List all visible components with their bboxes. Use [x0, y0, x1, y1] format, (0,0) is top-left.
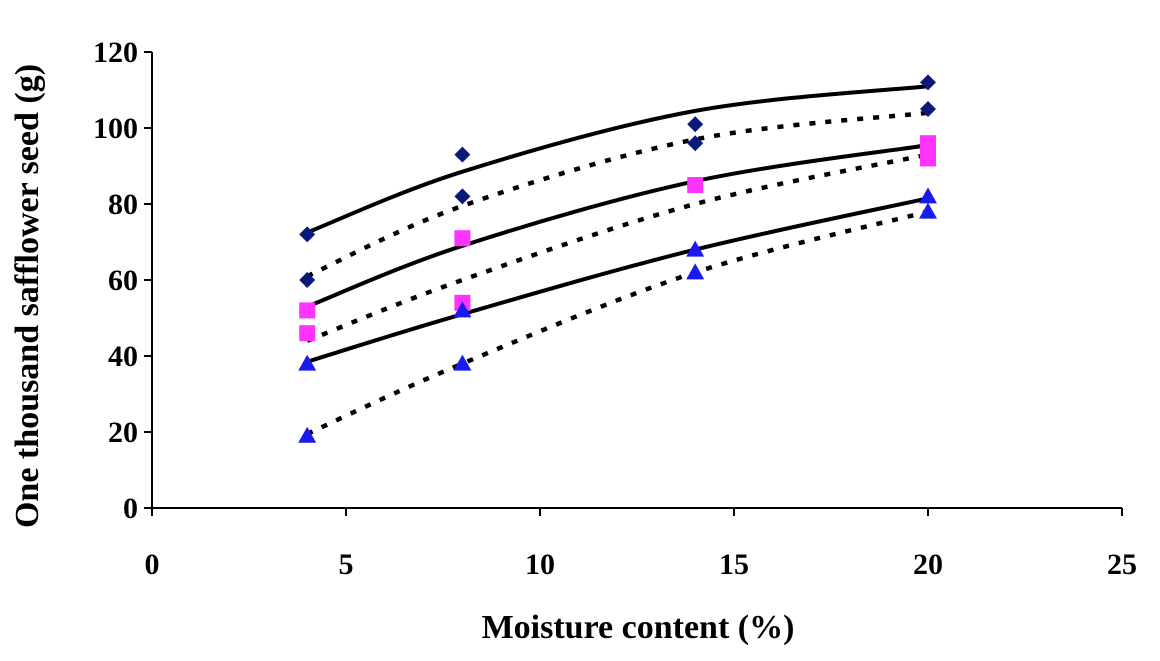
triangle-marker: [686, 263, 705, 280]
triangle-marker: [919, 202, 937, 219]
square-marker: [920, 135, 936, 152]
dotted-trendline: [306, 152, 929, 343]
x-tick-label: 10: [525, 548, 555, 581]
y-tick-label: 120: [93, 36, 138, 69]
axis-layer: 0 20 40 60 80 100 120 0 5 10 15 20 25: [93, 36, 1137, 581]
x-tick-label: 5: [339, 548, 354, 581]
y-tick-label: 100: [93, 112, 138, 145]
diamond-marker: [299, 226, 316, 243]
triangle-marker: [686, 240, 705, 257]
solid-trendline: [306, 84, 929, 235]
diamond-marker: [454, 188, 471, 205]
y-tick-label: 20: [108, 416, 138, 449]
triangle-marker: [453, 301, 472, 318]
square-marker: [454, 230, 471, 247]
x-tick-label: 15: [719, 548, 749, 581]
square-marker: [299, 325, 316, 342]
triangle-marker: [298, 426, 317, 443]
trendline-layer: [306, 84, 929, 436]
square-marker: [299, 302, 316, 319]
diamond-marker: [299, 272, 316, 288]
x-tick-label: 0: [145, 548, 160, 581]
marker-layer: [298, 74, 937, 443]
square-marker: [920, 150, 936, 167]
diamond-marker: [454, 146, 471, 163]
y-tick-label: 40: [108, 340, 138, 373]
diamond-marker: [687, 116, 704, 133]
solid-trendline: [306, 143, 929, 309]
y-tick-label: 60: [108, 264, 138, 297]
y-tick-label: 0: [123, 492, 138, 525]
x-tick-label: 25: [1107, 548, 1137, 581]
x-axis-title: Moisture content (%): [482, 609, 795, 646]
triangle-marker: [919, 187, 937, 204]
y-tick-label: 80: [108, 188, 138, 221]
diamond-marker: [920, 74, 936, 91]
y-axis-title: One thousand safflower seed (g): [9, 64, 46, 528]
solid-trendline: [306, 196, 929, 364]
diamond-marker: [920, 101, 936, 117]
dotted-trendline: [306, 209, 929, 436]
square-marker: [687, 177, 704, 193]
x-tick-label: 20: [913, 548, 943, 581]
diamond-marker: [687, 135, 704, 152]
triangle-marker: [298, 354, 317, 371]
triangle-marker: [453, 354, 472, 371]
